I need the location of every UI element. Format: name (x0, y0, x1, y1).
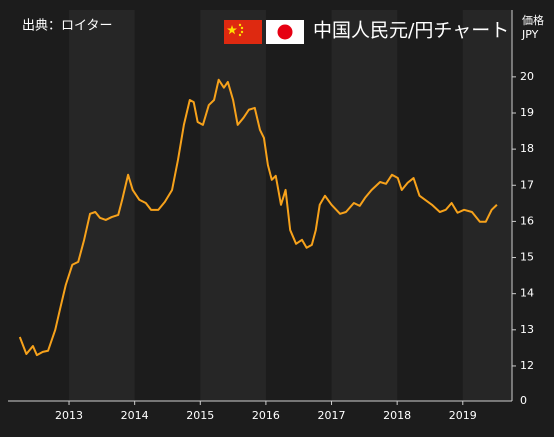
x-tick-label: 2016 (252, 409, 280, 422)
y-tick-label: 13 (520, 323, 534, 336)
flag-star (227, 25, 237, 35)
flag-star (238, 33, 242, 37)
y-axis-label: 価格 (522, 13, 544, 27)
y-tick-label: 16 (520, 214, 534, 227)
y-tick-label: 15 (520, 251, 534, 264)
y-tick-label: 20 (520, 70, 534, 83)
flag-star (238, 23, 242, 27)
year-band (200, 10, 266, 401)
price-line (18, 78, 498, 357)
x-tick-label: 2014 (121, 409, 149, 422)
x-tick-label: 2013 (55, 409, 83, 422)
year-bands (69, 10, 512, 401)
year-band (331, 10, 398, 401)
y-tick-label: 18 (520, 142, 534, 155)
x-tick-label: 2017 (318, 409, 346, 422)
year-band (69, 10, 135, 401)
x-tick-label: 2015 (186, 409, 214, 422)
year-band (462, 10, 512, 401)
y-tick-label: 19 (520, 106, 534, 119)
source: 出典：ロイター (22, 19, 112, 34)
flags (224, 20, 304, 44)
chart-title: 中国人民元/円チャート (313, 20, 509, 42)
x-tick-label: 2019 (449, 409, 477, 422)
x-tick-label: 2018 (383, 409, 411, 422)
flag-sun (277, 24, 293, 40)
flag-star (240, 26, 244, 30)
flag-star (240, 30, 244, 34)
y-axis-label: JPY (521, 28, 539, 41)
y-tick-label: 17 (520, 178, 534, 191)
y-tick-label: 12 (520, 359, 534, 372)
y-tick-label: 14 (520, 287, 534, 300)
axis-break-label: 0 (520, 394, 527, 407)
